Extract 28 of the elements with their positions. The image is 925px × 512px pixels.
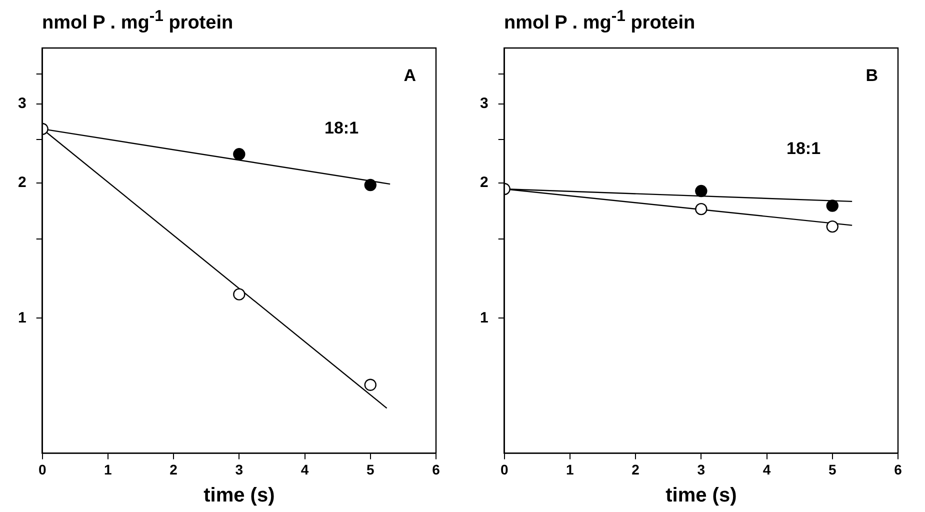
annotation: 18:1 xyxy=(324,118,359,138)
x-tick-label: 4 xyxy=(300,461,309,478)
y-axis-title: nmol P . mg$^{-1}$ protein xyxy=(42,8,234,34)
annotation: A xyxy=(404,66,416,86)
x-tick-label: 5 xyxy=(366,461,374,478)
x-tick-label: 4 xyxy=(762,461,771,478)
annotation: 18:1 xyxy=(786,138,821,158)
x-tick-label: 6 xyxy=(894,461,902,478)
x-tick-label: 3 xyxy=(697,461,706,478)
x-tick-label: 2 xyxy=(170,461,178,478)
x-axis-title: time (s) xyxy=(204,484,275,507)
y-axis-title: nmol P . mg$^{-1}$ protein xyxy=(504,8,696,34)
annotation: B xyxy=(866,66,878,86)
x-tick-label: 1 xyxy=(566,461,574,478)
y-tick-label: 3 xyxy=(480,95,488,112)
y-tick-label: 3 xyxy=(18,95,26,112)
x-tick-label: 6 xyxy=(432,461,440,478)
x-tick-label: 0 xyxy=(38,461,46,478)
x-tick-label: 2 xyxy=(632,461,640,478)
x-axis-title: time (s) xyxy=(666,484,737,507)
y-tick-label: 2 xyxy=(480,174,488,192)
x-tick-label: 5 xyxy=(828,461,836,478)
x-tick-label: 0 xyxy=(500,461,508,478)
x-tick-label: 3 xyxy=(235,461,244,478)
y-tick-label: 1 xyxy=(18,309,26,326)
x-tick-label: 1 xyxy=(104,461,112,478)
y-tick-label: 2 xyxy=(18,174,26,192)
y-tick-label: 1 xyxy=(480,309,488,326)
